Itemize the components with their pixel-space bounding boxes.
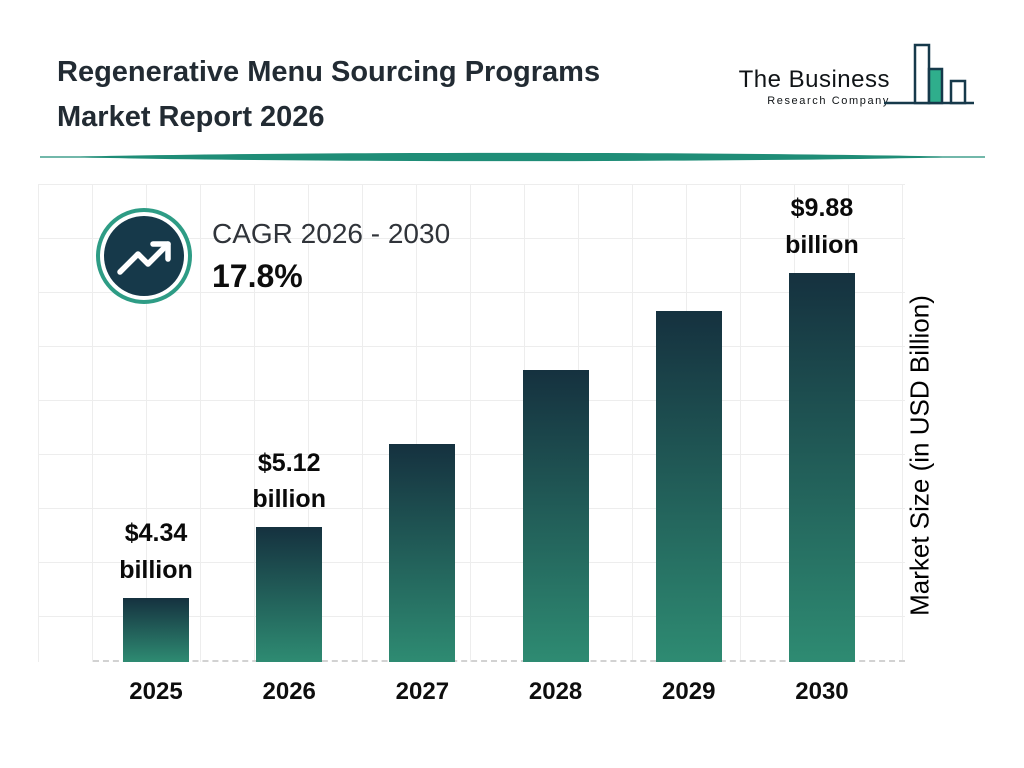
company-logo: The Business Research Company [739,40,976,125]
bar-slot: 2027 [389,184,456,705]
bar-2027 [389,443,456,662]
company-name-primary: The Business [738,66,890,93]
cagr-value: 17.8% [212,258,303,294]
company-name-secondary: Research Company [767,95,890,107]
page-title-line1: Regenerative Menu Sourcing Programs [57,56,601,88]
cagr-badge [96,208,192,304]
bar-2026 [256,527,323,662]
divider [40,150,985,164]
bar-2028 [522,370,589,662]
bar-group: $4.34 billion 2025 $5.12 billion 2026 2027 2028… [119,184,859,705]
bar-2030 [788,272,855,662]
cagr-text-block: CAGR 2026 - 2030 17.8% [212,218,450,295]
x-axis-label: 2028 [528,678,583,705]
bar-slot: $5.12 billion 2026 [252,184,326,705]
y-axis-label: Market Size (in USD Billion) [904,295,935,616]
x-axis-label: 2026 [262,678,316,705]
page-title-line2: Market Report 2026 [57,100,325,133]
bar-2025 [123,597,189,662]
cagr-label: CAGR 2026 - 2030 [212,218,451,249]
trend-up-icon [104,216,184,296]
bar-2029 [655,310,722,662]
bar-value-label: $5.12 billion [252,448,326,513]
bar-slot: 2028 [522,184,589,705]
x-axis-label: 2027 [395,678,450,705]
company-logo-text: The Business Research Company [739,66,890,107]
page-title: Regenerative Menu Sourcing Programs Mark… [57,50,600,140]
bar-slot: $9.88 billion 2030 [785,184,859,705]
bar-slot: $4.34 billion 2025 [119,184,193,705]
bar-value-label: $4.34 billion [119,519,193,584]
bar-chart-logo-icon [884,40,976,125]
x-axis-label: 2030 [795,678,849,705]
bar-value-label: $9.88 billion [785,194,859,259]
x-axis-baseline [93,660,905,662]
x-axis-label: 2025 [129,678,183,705]
x-axis-label: 2029 [662,678,716,705]
bar-slot: 2029 [655,184,722,705]
